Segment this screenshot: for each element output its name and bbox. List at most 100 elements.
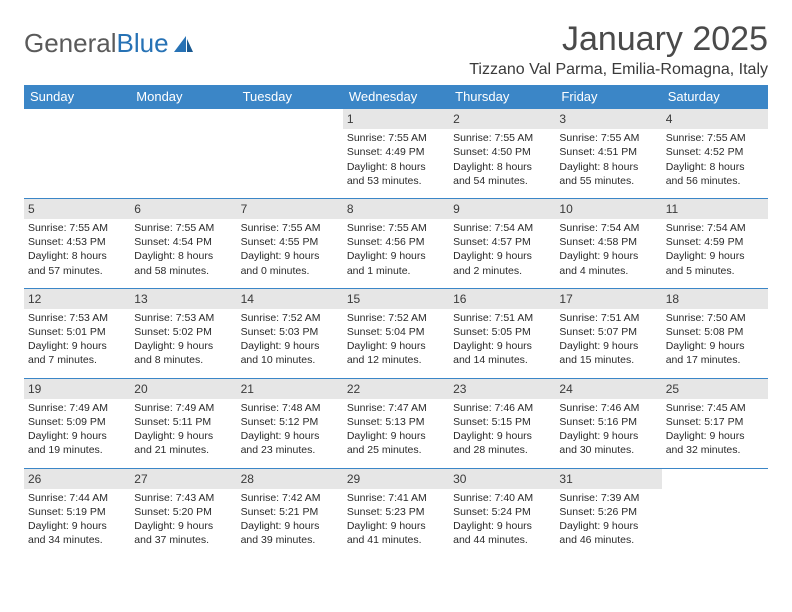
- calendar-cell: [24, 108, 130, 198]
- calendar-cell: 16Sunrise: 7:51 AMSunset: 5:05 PMDayligh…: [449, 288, 555, 378]
- day-number: 28: [237, 468, 343, 489]
- sunrise-line: Sunrise: 7:41 AM: [347, 491, 445, 505]
- calendar-cell: 14Sunrise: 7:52 AMSunset: 5:03 PMDayligh…: [237, 288, 343, 378]
- weekday-wednesday: Wednesday: [343, 85, 449, 108]
- day-body: Sunrise: 7:40 AMSunset: 5:24 PMDaylight:…: [449, 489, 555, 558]
- sunrise-line: Sunrise: 7:55 AM: [134, 221, 232, 235]
- sunrise-line: Sunrise: 7:55 AM: [559, 131, 657, 145]
- calendar-cell: 29Sunrise: 7:41 AMSunset: 5:23 PMDayligh…: [343, 468, 449, 558]
- sunrise-line: Sunrise: 7:53 AM: [28, 311, 126, 325]
- daylight-line-1: Daylight: 8 hours: [28, 249, 126, 263]
- weekday-friday: Friday: [555, 85, 661, 108]
- sunrise-line: Sunrise: 7:54 AM: [559, 221, 657, 235]
- day-number: 22: [343, 378, 449, 399]
- daylight-line-2: and 8 minutes.: [134, 353, 232, 367]
- day-body: Sunrise: 7:46 AMSunset: 5:16 PMDaylight:…: [555, 399, 661, 468]
- calendar-cell: [237, 108, 343, 198]
- calendar-cell: 11Sunrise: 7:54 AMSunset: 4:59 PMDayligh…: [662, 198, 768, 288]
- calendar-cell: 31Sunrise: 7:39 AMSunset: 5:26 PMDayligh…: [555, 468, 661, 558]
- daylight-line-1: Daylight: 9 hours: [559, 519, 657, 533]
- sunset-line: Sunset: 5:23 PM: [347, 505, 445, 519]
- daylight-line-1: Daylight: 9 hours: [453, 519, 551, 533]
- daylight-line-2: and 58 minutes.: [134, 264, 232, 278]
- sunset-line: Sunset: 5:12 PM: [241, 415, 339, 429]
- day-body: Sunrise: 7:55 AMSunset: 4:51 PMDaylight:…: [555, 129, 661, 198]
- calendar-cell: [130, 108, 236, 198]
- sunset-line: Sunset: 5:24 PM: [453, 505, 551, 519]
- daylight-line-1: Daylight: 9 hours: [28, 519, 126, 533]
- sunset-line: Sunset: 5:16 PM: [559, 415, 657, 429]
- daylight-line-1: Daylight: 9 hours: [28, 339, 126, 353]
- calendar-cell: 9Sunrise: 7:54 AMSunset: 4:57 PMDaylight…: [449, 198, 555, 288]
- sunset-line: Sunset: 5:15 PM: [453, 415, 551, 429]
- brand-part2: Blue: [117, 28, 169, 59]
- daylight-line-1: Daylight: 9 hours: [666, 249, 764, 263]
- sunset-line: Sunset: 4:59 PM: [666, 235, 764, 249]
- sunset-line: Sunset: 5:05 PM: [453, 325, 551, 339]
- daylight-line-2: and 15 minutes.: [559, 353, 657, 367]
- day-body: Sunrise: 7:51 AMSunset: 5:07 PMDaylight:…: [555, 309, 661, 378]
- daylight-line-2: and 30 minutes.: [559, 443, 657, 457]
- sunset-line: Sunset: 5:26 PM: [559, 505, 657, 519]
- sunrise-line: Sunrise: 7:50 AM: [666, 311, 764, 325]
- sunrise-line: Sunrise: 7:51 AM: [453, 311, 551, 325]
- sunrise-line: Sunrise: 7:55 AM: [28, 221, 126, 235]
- weekday-monday: Monday: [130, 85, 236, 108]
- sunrise-line: Sunrise: 7:53 AM: [134, 311, 232, 325]
- day-body: Sunrise: 7:44 AMSunset: 5:19 PMDaylight:…: [24, 489, 130, 558]
- day-number: 20: [130, 378, 236, 399]
- daylight-line-1: Daylight: 9 hours: [347, 429, 445, 443]
- calendar-cell: 15Sunrise: 7:52 AMSunset: 5:04 PMDayligh…: [343, 288, 449, 378]
- sunset-line: Sunset: 4:55 PM: [241, 235, 339, 249]
- day-number: 18: [662, 288, 768, 309]
- daylight-line-2: and 25 minutes.: [347, 443, 445, 457]
- day-body: Sunrise: 7:55 AMSunset: 4:56 PMDaylight:…: [343, 219, 449, 288]
- daylight-line-2: and 1 minute.: [347, 264, 445, 278]
- calendar-cell: 27Sunrise: 7:43 AMSunset: 5:20 PMDayligh…: [130, 468, 236, 558]
- day-body: Sunrise: 7:53 AMSunset: 5:02 PMDaylight:…: [130, 309, 236, 378]
- sunrise-line: Sunrise: 7:49 AM: [28, 401, 126, 415]
- calendar-cell: 21Sunrise: 7:48 AMSunset: 5:12 PMDayligh…: [237, 378, 343, 468]
- daylight-line-2: and 32 minutes.: [666, 443, 764, 457]
- day-body: Sunrise: 7:43 AMSunset: 5:20 PMDaylight:…: [130, 489, 236, 558]
- day-body: Sunrise: 7:55 AMSunset: 4:54 PMDaylight:…: [130, 219, 236, 288]
- sunrise-line: Sunrise: 7:46 AM: [559, 401, 657, 415]
- calendar-cell: 20Sunrise: 7:49 AMSunset: 5:11 PMDayligh…: [130, 378, 236, 468]
- daylight-line-1: Daylight: 9 hours: [347, 519, 445, 533]
- daylight-line-1: Daylight: 9 hours: [134, 339, 232, 353]
- daylight-line-1: Daylight: 8 hours: [347, 160, 445, 174]
- day-number: 10: [555, 198, 661, 219]
- daylight-line-2: and 56 minutes.: [666, 174, 764, 188]
- daylight-line-2: and 34 minutes.: [28, 533, 126, 547]
- daylight-line-1: Daylight: 9 hours: [28, 429, 126, 443]
- daylight-line-1: Daylight: 8 hours: [666, 160, 764, 174]
- sunset-line: Sunset: 5:08 PM: [666, 325, 764, 339]
- day-body: Sunrise: 7:54 AMSunset: 4:57 PMDaylight:…: [449, 219, 555, 288]
- day-number: 4: [662, 108, 768, 129]
- sunrise-line: Sunrise: 7:39 AM: [559, 491, 657, 505]
- daylight-line-2: and 41 minutes.: [347, 533, 445, 547]
- sunset-line: Sunset: 5:13 PM: [347, 415, 445, 429]
- daylight-line-1: Daylight: 9 hours: [134, 429, 232, 443]
- daylight-line-1: Daylight: 8 hours: [559, 160, 657, 174]
- sunrise-line: Sunrise: 7:44 AM: [28, 491, 126, 505]
- day-number: 27: [130, 468, 236, 489]
- day-number: 1: [343, 108, 449, 129]
- daylight-line-2: and 39 minutes.: [241, 533, 339, 547]
- day-body: Sunrise: 7:53 AMSunset: 5:01 PMDaylight:…: [24, 309, 130, 378]
- daylight-line-1: Daylight: 9 hours: [453, 249, 551, 263]
- sunrise-line: Sunrise: 7:43 AM: [134, 491, 232, 505]
- sunset-line: Sunset: 4:57 PM: [453, 235, 551, 249]
- sunrise-line: Sunrise: 7:54 AM: [666, 221, 764, 235]
- day-body: Sunrise: 7:39 AMSunset: 5:26 PMDaylight:…: [555, 489, 661, 558]
- sunrise-line: Sunrise: 7:47 AM: [347, 401, 445, 415]
- day-body: Sunrise: 7:52 AMSunset: 5:04 PMDaylight:…: [343, 309, 449, 378]
- calendar-cell: 25Sunrise: 7:45 AMSunset: 5:17 PMDayligh…: [662, 378, 768, 468]
- daylight-line-1: Daylight: 9 hours: [559, 339, 657, 353]
- daylight-line-2: and 55 minutes.: [559, 174, 657, 188]
- day-body: Sunrise: 7:42 AMSunset: 5:21 PMDaylight:…: [237, 489, 343, 558]
- calendar-cell: 26Sunrise: 7:44 AMSunset: 5:19 PMDayligh…: [24, 468, 130, 558]
- daylight-line-2: and 46 minutes.: [559, 533, 657, 547]
- sunset-line: Sunset: 5:03 PM: [241, 325, 339, 339]
- calendar-body: 1Sunrise: 7:55 AMSunset: 4:49 PMDaylight…: [24, 108, 768, 557]
